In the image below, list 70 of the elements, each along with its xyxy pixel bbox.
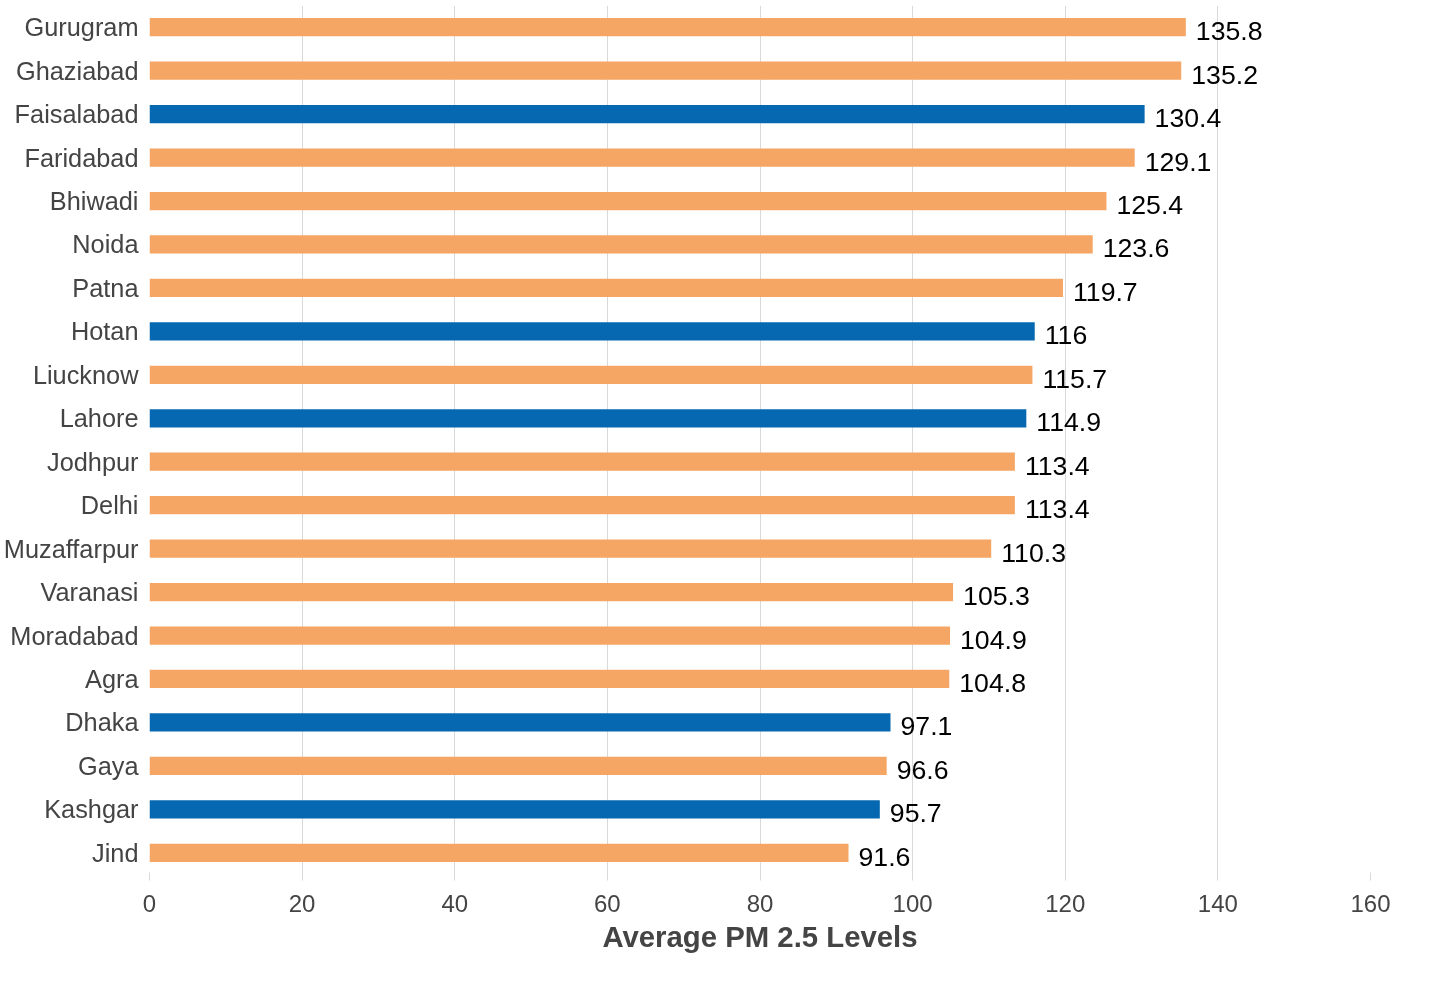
bar bbox=[149, 626, 951, 645]
x-tick-label: 40 bbox=[441, 889, 469, 917]
y-tick-label: Muzaffarpur bbox=[3, 534, 140, 563]
y-tick-label: Gaya bbox=[77, 751, 140, 780]
bar bbox=[149, 539, 992, 558]
y-tick-label: Agra bbox=[85, 664, 140, 693]
bar bbox=[149, 235, 1093, 254]
y-tick-label: Bhiwadi bbox=[49, 187, 139, 216]
bar bbox=[149, 713, 891, 732]
bar bbox=[149, 409, 1027, 428]
bar bbox=[149, 496, 1015, 515]
bar bbox=[149, 843, 849, 862]
y-tick-label: Faisalabad bbox=[14, 100, 139, 129]
data-label: 129.1 bbox=[1144, 146, 1212, 177]
bar bbox=[149, 191, 1107, 211]
y-tick-label: Faridabad bbox=[24, 143, 139, 172]
y-tick-label: Ghaziabad bbox=[15, 56, 139, 85]
y-tick-label: Jind bbox=[92, 838, 139, 867]
x-tick-label: 0 bbox=[142, 889, 157, 917]
data-label: 113.4 bbox=[1024, 494, 1090, 525]
bar bbox=[149, 322, 1035, 341]
x-tick-label: 100 bbox=[892, 889, 933, 917]
data-label: 115.7 bbox=[1042, 363, 1108, 394]
y-tick-label: Moradabad bbox=[10, 621, 139, 650]
data-label: 130.4 bbox=[1154, 103, 1222, 134]
x-tick-label: 120 bbox=[1045, 889, 1086, 917]
y-tick-label: Jodhpur bbox=[46, 447, 140, 476]
data-label: 97.1 bbox=[900, 711, 953, 742]
y-tick-label: Varanasi bbox=[40, 578, 139, 607]
x-tick-label: 140 bbox=[1197, 889, 1238, 917]
y-tick-label: Dhaka bbox=[65, 708, 140, 737]
x-axis-title: Average PM 2.5 Levels bbox=[602, 919, 918, 953]
data-label: 135.8 bbox=[1195, 16, 1263, 47]
data-label: 123.6 bbox=[1102, 233, 1170, 264]
data-label: 104.8 bbox=[959, 667, 1026, 698]
bar bbox=[149, 669, 950, 689]
y-tick-label: Kashgar bbox=[44, 795, 140, 824]
y-tick-label: Lahore bbox=[59, 404, 139, 433]
data-label: 135.2 bbox=[1191, 59, 1258, 90]
data-label: 105.3 bbox=[963, 581, 1030, 612]
data-label: 104.9 bbox=[960, 624, 1027, 655]
data-label: 91.6 bbox=[858, 841, 911, 872]
data-label: 113.4 bbox=[1024, 450, 1090, 481]
bar bbox=[149, 756, 887, 775]
data-label: 125.4 bbox=[1116, 190, 1184, 221]
data-label: 116 bbox=[1044, 320, 1088, 351]
y-tick-label: Liucknow bbox=[32, 360, 140, 389]
bar bbox=[149, 278, 1063, 298]
bar bbox=[149, 582, 954, 602]
y-tick-label: Patna bbox=[72, 273, 140, 302]
y-tick-label: Noida bbox=[72, 230, 140, 259]
bar bbox=[149, 18, 1186, 37]
x-tick-label: 160 bbox=[1350, 889, 1391, 917]
y-tick-label: Hotan bbox=[70, 317, 139, 346]
data-label: 95.7 bbox=[889, 798, 942, 829]
x-tick-label: 20 bbox=[288, 889, 316, 917]
y-tick-label: Delhi bbox=[80, 491, 139, 520]
y-tick-label: Gurugram bbox=[24, 13, 139, 42]
bar bbox=[149, 148, 1135, 167]
x-tick-label: 80 bbox=[746, 889, 774, 917]
bar bbox=[149, 452, 1015, 471]
data-label: 119.7 bbox=[1072, 276, 1138, 307]
x-tick-label: 60 bbox=[594, 889, 621, 917]
data-label: 114.9 bbox=[1036, 407, 1102, 438]
data-label: 110.3 bbox=[1001, 537, 1066, 568]
data-label: 96.6 bbox=[896, 754, 949, 785]
bar bbox=[149, 800, 880, 819]
bar bbox=[149, 365, 1033, 384]
bar bbox=[149, 105, 1145, 124]
bar bbox=[149, 61, 1182, 80]
